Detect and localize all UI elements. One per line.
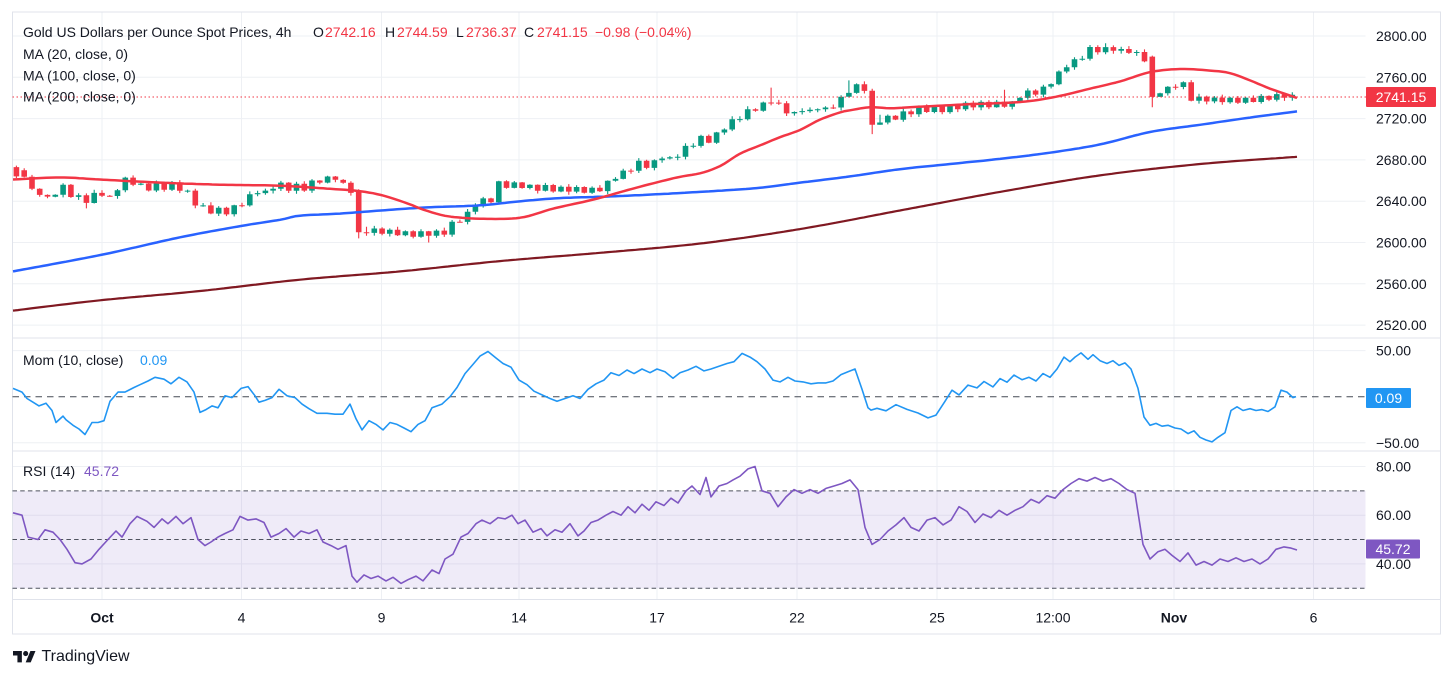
svg-text:2742.16: 2742.16 [325,24,376,40]
svg-text:2741.15: 2741.15 [537,24,588,40]
svg-text:TradingView: TradingView [42,648,130,665]
svg-text:MA (200, close, 0): MA (200, close, 0) [23,89,136,105]
svg-text:14: 14 [511,610,527,626]
svg-text:Mom (10, close): Mom (10, close) [23,352,123,368]
svg-text:12:00: 12:00 [1035,610,1070,626]
svg-text:6: 6 [1310,610,1318,626]
svg-text:80.00: 80.00 [1376,459,1411,475]
svg-text:2640.00: 2640.00 [1376,193,1427,209]
svg-text:22: 22 [789,610,805,626]
svg-text:45.72: 45.72 [84,463,119,479]
svg-text:2744.59: 2744.59 [397,24,448,40]
svg-text:60.00: 60.00 [1376,507,1411,523]
svg-text:O: O [313,24,324,40]
svg-text:2741.15: 2741.15 [1376,89,1427,105]
svg-text:2760.00: 2760.00 [1376,69,1427,85]
svg-text:2680.00: 2680.00 [1376,152,1427,168]
svg-text:−0.98 (−0.04%): −0.98 (−0.04%) [595,24,692,40]
svg-text:Gold US Dollars per Ounce Spot: Gold US Dollars per Ounce Spot Prices, 4… [23,24,291,40]
svg-text:17: 17 [649,610,665,626]
svg-text:MA (20, close, 0): MA (20, close, 0) [23,46,128,62]
svg-text:−50.00: −50.00 [1376,435,1419,451]
svg-text:9: 9 [378,610,386,626]
svg-text:0.09: 0.09 [140,352,167,368]
svg-text:2736.37: 2736.37 [466,24,517,40]
svg-text:2520.00: 2520.00 [1376,317,1427,333]
svg-text:40.00: 40.00 [1376,556,1411,572]
svg-text:MA (100, close, 0): MA (100, close, 0) [23,68,136,84]
svg-text:4: 4 [238,610,246,626]
svg-text:L: L [456,24,464,40]
svg-text:45.72: 45.72 [1375,541,1410,557]
svg-text:50.00: 50.00 [1376,343,1411,359]
svg-text:0.09: 0.09 [1375,390,1402,406]
svg-text:2600.00: 2600.00 [1376,235,1427,251]
svg-text:25: 25 [929,610,945,626]
svg-text:2720.00: 2720.00 [1376,111,1427,127]
svg-text:2560.00: 2560.00 [1376,276,1427,292]
svg-text:RSI (14): RSI (14) [23,463,75,479]
svg-text:2800.00: 2800.00 [1376,28,1427,44]
svg-text:Oct: Oct [90,610,114,626]
svg-text:Nov: Nov [1161,610,1188,626]
svg-text:C: C [524,24,534,40]
svg-text:H: H [385,24,395,40]
